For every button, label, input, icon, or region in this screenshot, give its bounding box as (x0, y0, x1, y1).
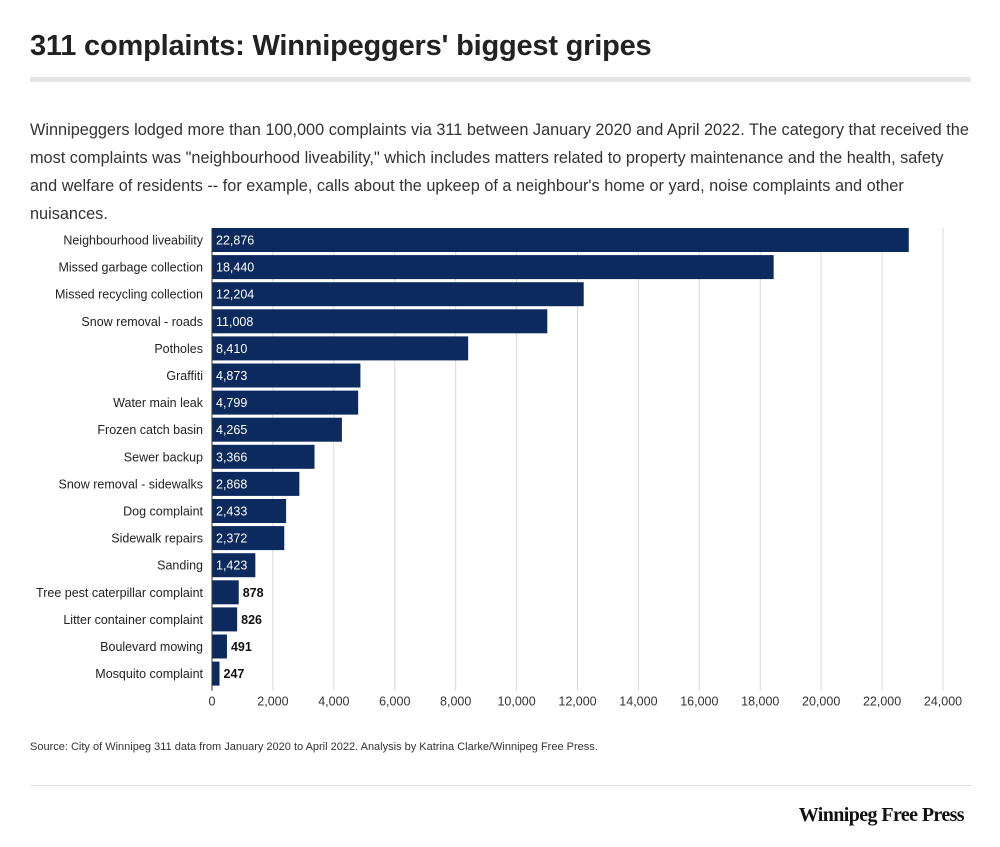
category-label: Snow removal - sidewalks (59, 477, 204, 491)
category-label: Boulevard mowing (100, 640, 203, 654)
bar (212, 553, 256, 578)
data-label: 4,265 (216, 423, 247, 437)
bar (212, 228, 909, 252)
bar (212, 363, 361, 388)
category-label: Sewer backup (124, 450, 203, 464)
bar (212, 526, 285, 551)
bar (212, 634, 227, 659)
bar (212, 336, 469, 361)
data-label: 3,366 (216, 450, 247, 464)
bar (212, 499, 287, 523)
category-label: Missed garbage collection (58, 261, 203, 275)
data-label: 4,799 (216, 396, 247, 410)
data-label: 1,423 (216, 559, 247, 573)
category-label: Potholes (154, 342, 203, 356)
category-label: Sanding (157, 559, 203, 573)
x-tick-label: 24,000 (924, 695, 962, 709)
category-label: Tree pest caterpillar complaint (36, 586, 203, 600)
bar-chart: 0 2,000 4,000 6,000 8,000 10,000 12,000 14,000 1… (36, 228, 962, 709)
category-label: Sidewalk repairs (111, 532, 203, 546)
category-label: Frozen catch basin (97, 423, 203, 437)
publisher-logo: Winnipeg Free Press (798, 804, 965, 826)
bar (212, 607, 238, 632)
bar (212, 471, 300, 496)
bar (212, 444, 315, 469)
bar (212, 309, 548, 334)
source-note: Source: City of Winnipeg 311 data from J… (30, 741, 598, 753)
x-tick-label: 12,000 (558, 695, 596, 709)
bar (212, 282, 584, 307)
data-label: 22,876 (216, 234, 254, 248)
bar (212, 390, 359, 415)
bar (212, 661, 220, 686)
chart-title: 311 complaints: Winnipeggers' biggest gr… (30, 30, 652, 62)
category-label: Missed recycling collection (55, 288, 203, 302)
x-tick-label: 18,000 (741, 695, 779, 709)
x-tick-label: 22,000 (863, 695, 901, 709)
x-tick-label: 0 (209, 695, 216, 709)
data-label: 826 (241, 613, 262, 627)
x-tick-label: 10,000 (497, 695, 535, 709)
x-tick-label: 4,000 (318, 695, 349, 709)
bar (212, 580, 239, 605)
x-tick-label: 14,000 (619, 695, 657, 709)
data-label: 12,204 (216, 288, 254, 302)
x-tick-label: 16,000 (680, 695, 718, 709)
x-tick-label: 8,000 (440, 695, 471, 709)
data-label: 2,868 (216, 477, 247, 491)
data-label: 4,873 (216, 369, 247, 383)
data-label: 11,008 (216, 315, 253, 329)
x-tick-label: 2,000 (257, 695, 288, 709)
category-label: Mosquito complaint (95, 667, 203, 681)
title-divider (30, 77, 971, 82)
data-label: 878 (243, 586, 264, 600)
category-label: Litter container complaint (63, 613, 203, 627)
data-label: 2,372 (216, 532, 247, 546)
category-label: Snow removal - roads (81, 315, 203, 329)
category-label: Water main leak (113, 396, 204, 410)
data-label: 491 (231, 640, 252, 654)
footer-divider (30, 785, 971, 786)
data-label: 8,410 (216, 342, 247, 356)
x-tick-label: 6,000 (379, 695, 410, 709)
data-label: 247 (224, 667, 245, 681)
chart-description: Winnipeggers lodged more than 100,000 co… (30, 121, 969, 223)
bar (212, 255, 774, 280)
data-label: 18,440 (216, 261, 254, 275)
category-label: Graffiti (166, 369, 203, 383)
bar (212, 417, 342, 442)
category-label: Neighbourhood liveability (63, 234, 203, 248)
x-tick-label: 20,000 (802, 695, 840, 709)
category-label: Dog complaint (123, 505, 203, 519)
data-label: 2,433 (216, 505, 247, 519)
